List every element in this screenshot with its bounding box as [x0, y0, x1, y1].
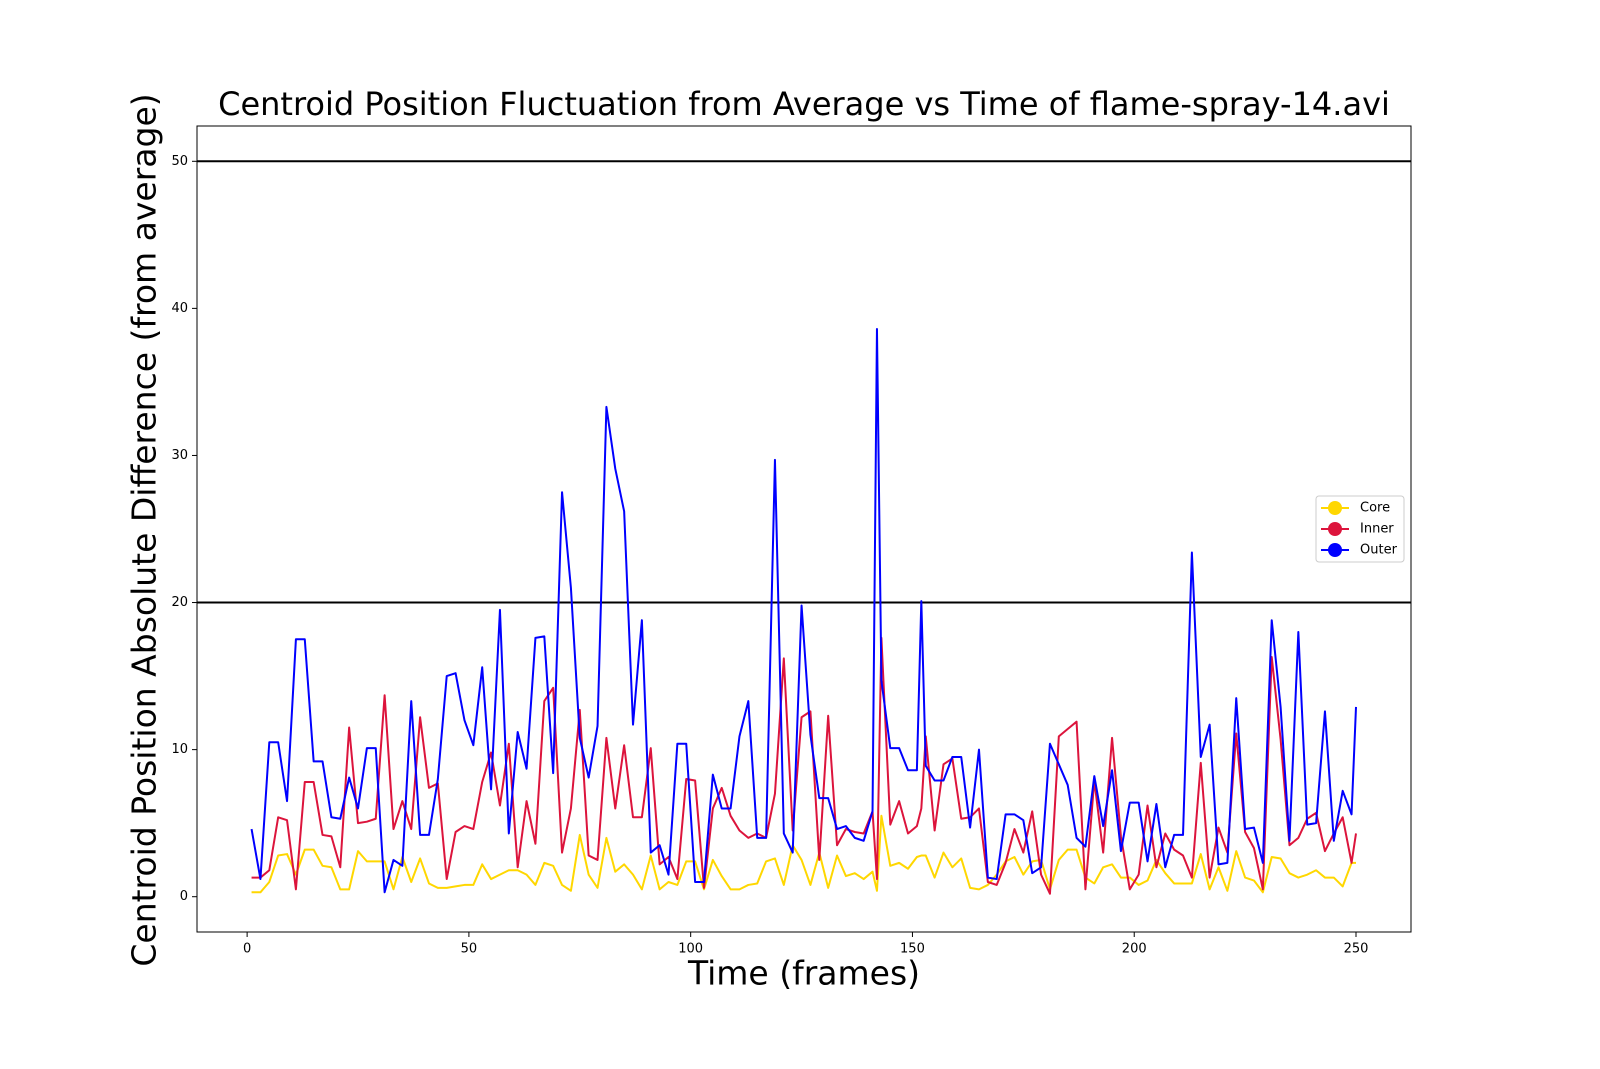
- x-tick-label: 0: [243, 942, 251, 957]
- y-tick-label: 40: [171, 301, 188, 316]
- x-tick-label: 50: [461, 942, 478, 957]
- legend-label: Inner: [1360, 522, 1394, 537]
- legend-marker: [1328, 543, 1342, 557]
- legend-label: Outer: [1360, 543, 1398, 558]
- series-line: [251, 636, 1357, 895]
- x-tick-label: 200: [1122, 942, 1147, 957]
- y-tick-label: 0: [180, 889, 188, 904]
- y-axis-label: Centroid Position Absolute Difference (f…: [125, 93, 164, 966]
- y-tick-label: 20: [171, 595, 188, 610]
- x-tick-label: 150: [900, 942, 925, 957]
- y-tick-label: 10: [171, 742, 188, 757]
- series-line: [250, 327, 1357, 894]
- x-axis-label: Time (frames): [687, 954, 920, 993]
- series-line: [251, 814, 1356, 894]
- x-tick-label: 100: [678, 942, 703, 957]
- chart-title: Centroid Position Fluctuation from Avera…: [218, 85, 1390, 123]
- y-tick-label: 50: [171, 154, 188, 169]
- x-tick-label: 250: [1344, 942, 1369, 957]
- plot-frame: [196, 125, 1412, 933]
- legend-marker: [1328, 501, 1342, 515]
- y-tick-label: 30: [171, 448, 188, 463]
- legend-label: Core: [1360, 501, 1390, 516]
- legend-marker: [1328, 522, 1342, 536]
